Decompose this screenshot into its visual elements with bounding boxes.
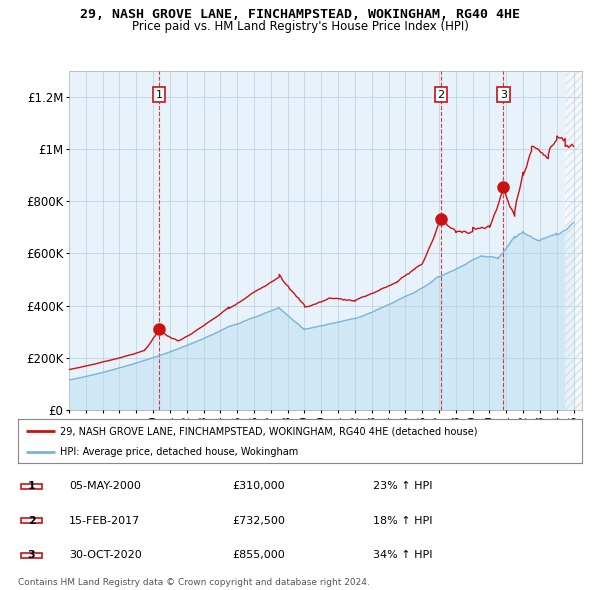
Text: £310,000: £310,000 [232,481,285,491]
Text: £732,500: £732,500 [232,516,285,526]
Text: 05-MAY-2000: 05-MAY-2000 [69,481,140,491]
FancyBboxPatch shape [21,484,42,489]
Text: 15-FEB-2017: 15-FEB-2017 [69,516,140,526]
Text: HPI: Average price, detached house, Wokingham: HPI: Average price, detached house, Woki… [60,447,299,457]
Text: 18% ↑ HPI: 18% ↑ HPI [373,516,433,526]
FancyBboxPatch shape [21,518,42,523]
FancyBboxPatch shape [21,553,42,558]
Text: 1: 1 [28,481,35,491]
Text: 29, NASH GROVE LANE, FINCHAMPSTEAD, WOKINGHAM, RG40 4HE: 29, NASH GROVE LANE, FINCHAMPSTEAD, WOKI… [80,8,520,21]
Text: 30-OCT-2020: 30-OCT-2020 [69,550,142,560]
Text: 3: 3 [28,550,35,560]
Text: 2: 2 [437,90,445,100]
Text: 29, NASH GROVE LANE, FINCHAMPSTEAD, WOKINGHAM, RG40 4HE (detached house): 29, NASH GROVE LANE, FINCHAMPSTEAD, WOKI… [60,427,478,436]
Text: Contains HM Land Registry data © Crown copyright and database right 2024.: Contains HM Land Registry data © Crown c… [18,578,370,587]
Text: Price paid vs. HM Land Registry's House Price Index (HPI): Price paid vs. HM Land Registry's House … [131,20,469,33]
Text: 23% ↑ HPI: 23% ↑ HPI [373,481,433,491]
Text: 1: 1 [155,90,163,100]
Text: 2: 2 [28,516,35,526]
Text: £855,000: £855,000 [232,550,285,560]
Text: 3: 3 [500,90,507,100]
Text: 34% ↑ HPI: 34% ↑ HPI [373,550,433,560]
